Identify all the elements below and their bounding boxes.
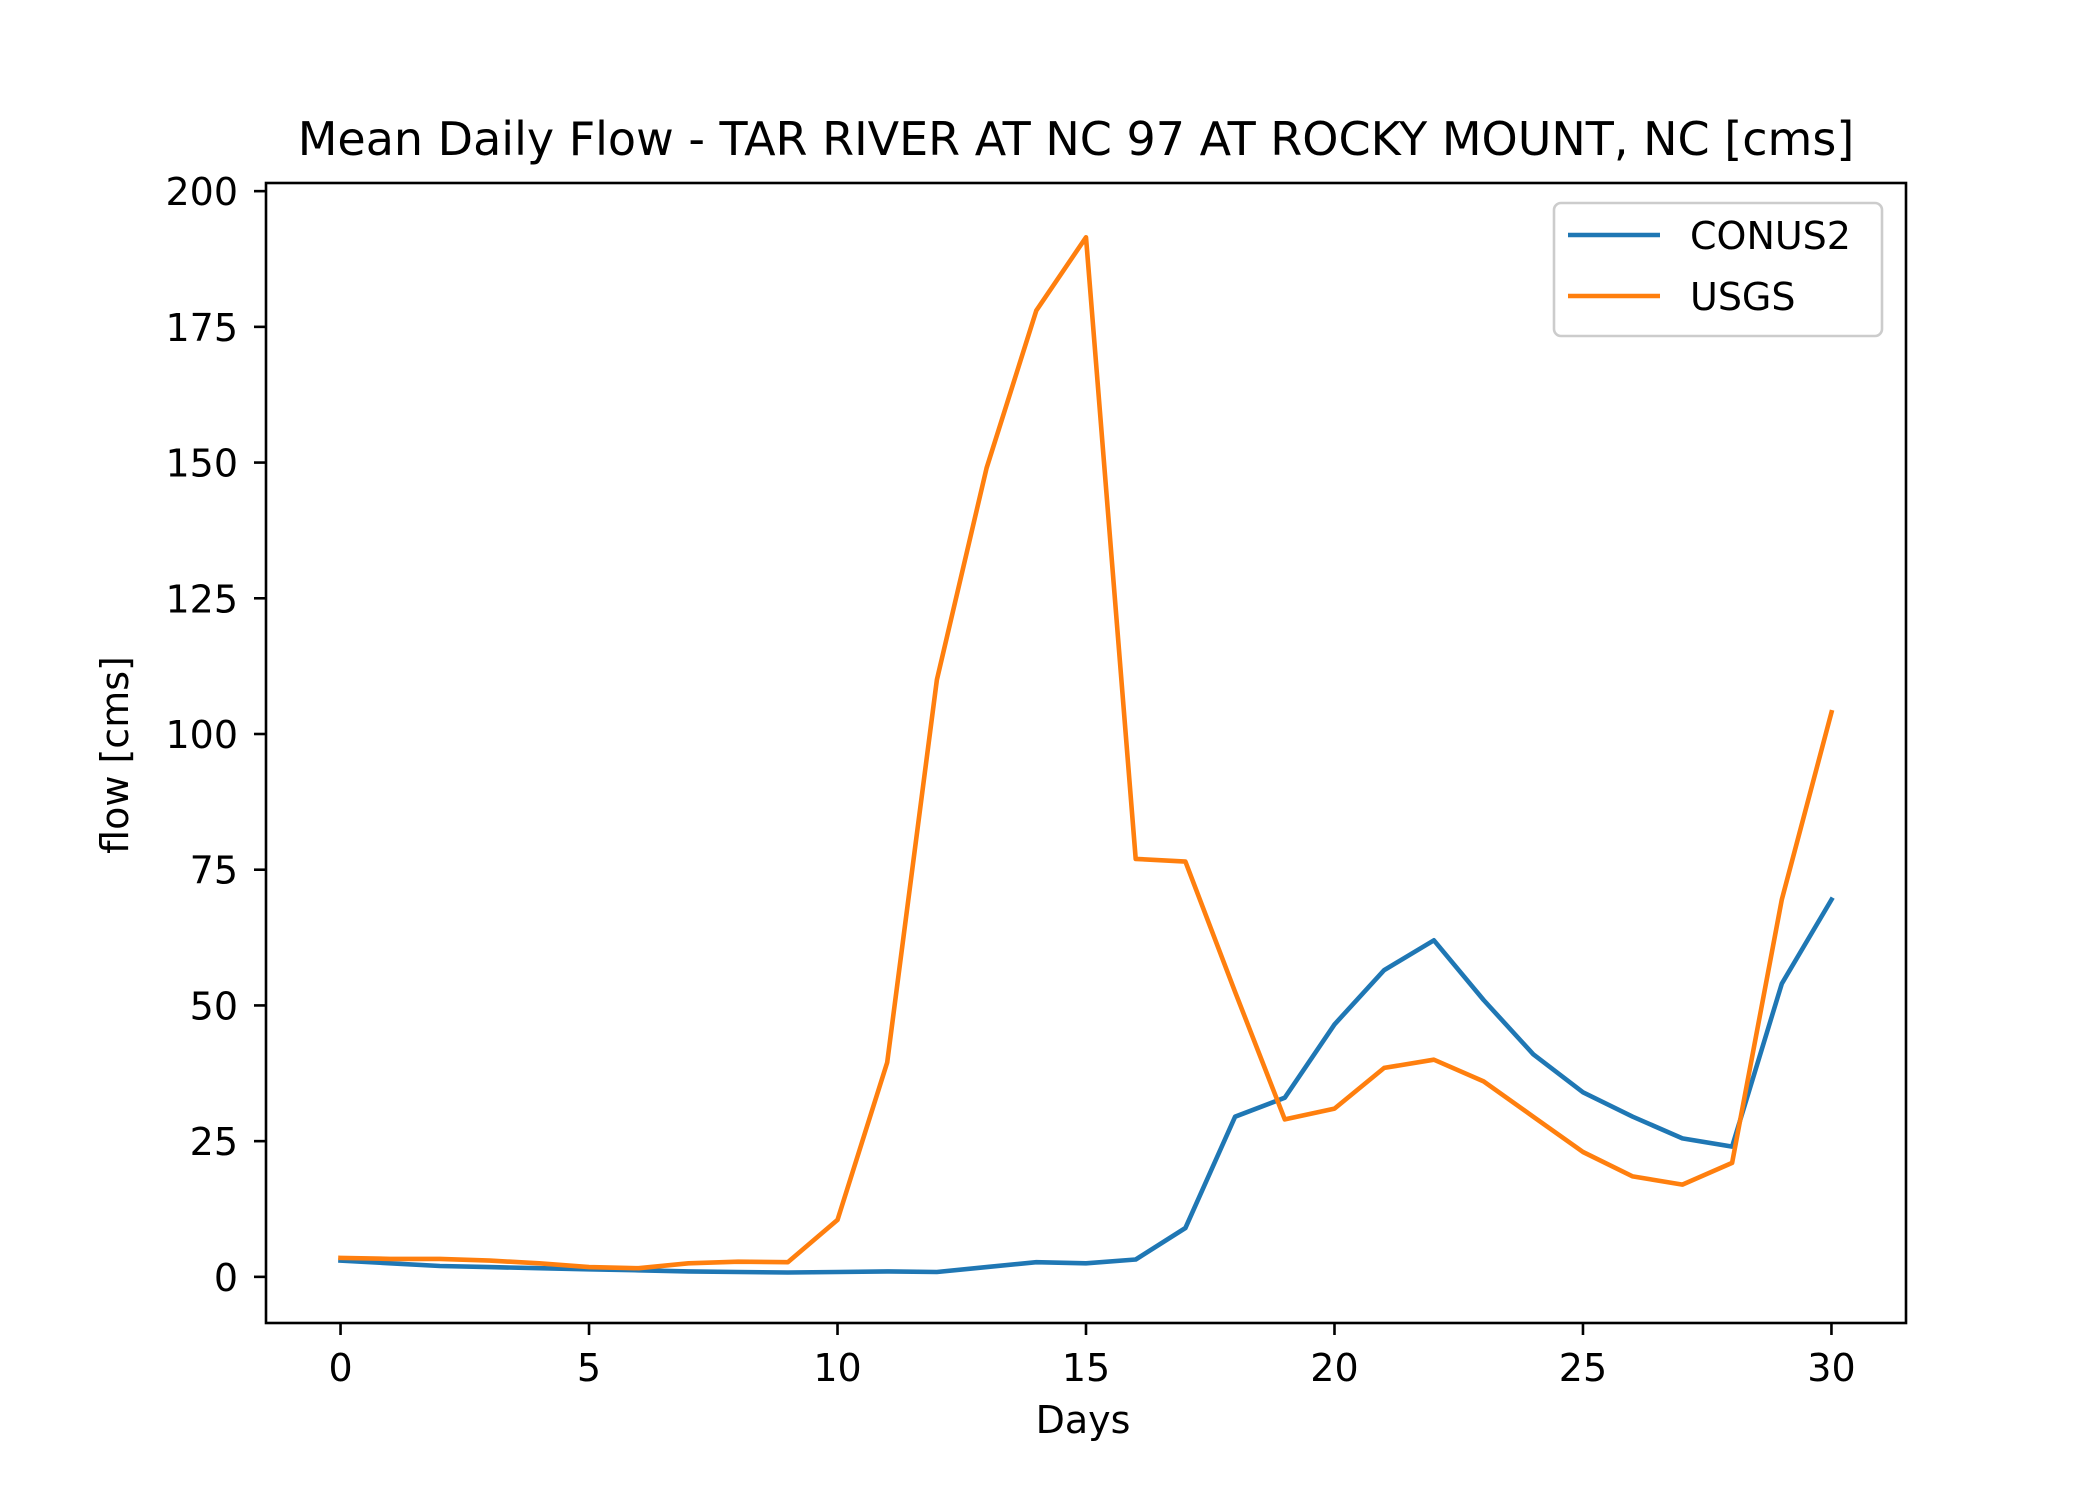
series-line-usgs (338, 235, 1835, 1271)
y-axis-ticks: 0 25 50 75 100 125 150 175 200 (165, 170, 266, 1300)
x-axis-label: Days (1036, 1398, 1131, 1442)
series-layer (338, 235, 1835, 1275)
y-tick-label: 175 (165, 306, 238, 350)
x-tick-label: 10 (813, 1346, 861, 1390)
y-tick-label: 100 (165, 713, 238, 757)
x-tick-label: 0 (328, 1346, 352, 1390)
y-tick-label: 150 (165, 442, 238, 486)
x-axis-ticks: 0 5 10 15 20 25 30 (328, 1323, 1856, 1390)
y-tick-label: 50 (190, 984, 238, 1028)
chart-title: Mean Daily Flow - TAR RIVER AT NC 97 AT … (298, 112, 1855, 166)
y-tick-label: 125 (165, 577, 238, 621)
x-tick-label: 25 (1559, 1346, 1607, 1390)
y-tick-label: 0 (214, 1256, 238, 1300)
legend-label-usgs: USGS (1690, 275, 1796, 319)
legend: CONUS2 USGS (1552, 201, 1884, 338)
x-tick-label: 20 (1310, 1346, 1358, 1390)
y-tick-label: 75 (190, 849, 238, 893)
legend-label-conus2: CONUS2 (1690, 214, 1851, 258)
x-tick-label: 5 (577, 1346, 601, 1390)
x-tick-label: 15 (1062, 1346, 1110, 1390)
y-tick-label: 25 (190, 1120, 238, 1164)
y-tick-label: 200 (165, 170, 238, 214)
y-axis-label: flow [cms] (93, 656, 137, 854)
x-tick-label: 30 (1807, 1346, 1855, 1390)
